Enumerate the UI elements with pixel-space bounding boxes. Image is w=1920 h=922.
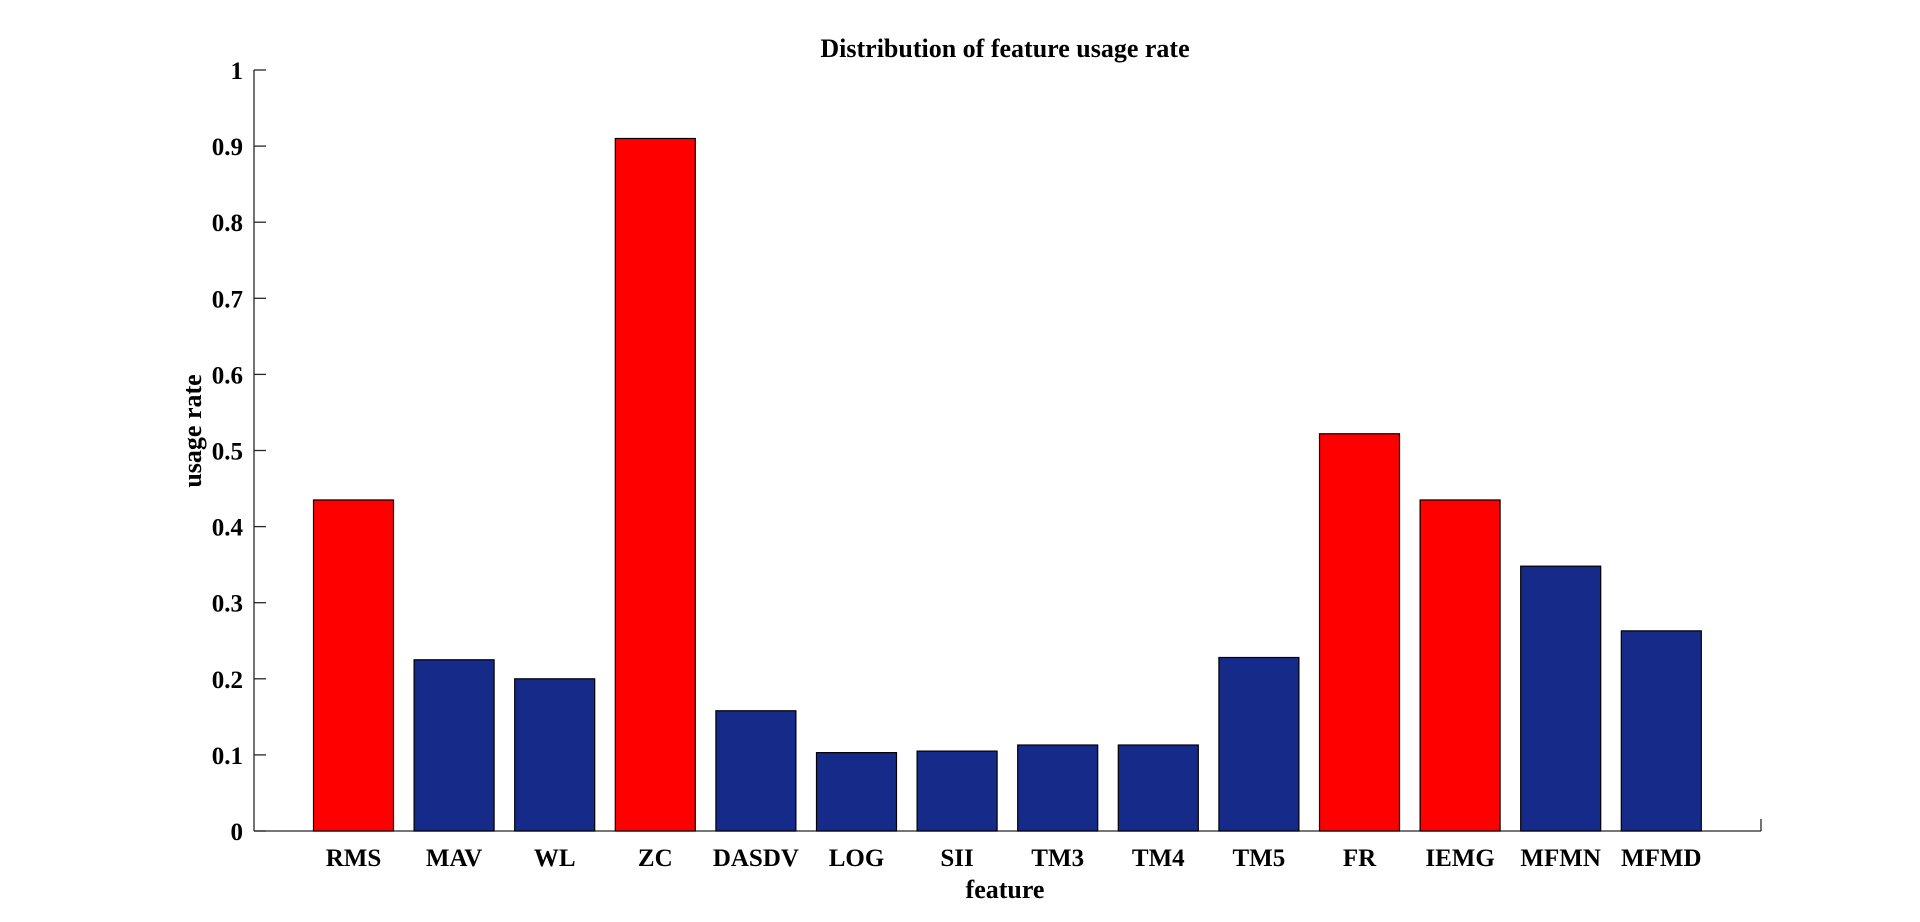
y-tick-labels: 0 0.1 0.2 0.3 0.4 0.5 0.6 0.7 0.8 0.9 1 <box>212 58 244 846</box>
x-tick-label-mfmd: MFMD <box>1621 845 1702 872</box>
bar-mfmn <box>1520 565 1602 832</box>
y-tick-label: 0.8 <box>212 210 243 237</box>
x-tick-label-tm5: TM5 <box>1233 845 1286 872</box>
axes <box>253 69 1762 832</box>
x-tick-label-sii: SII <box>940 845 973 872</box>
x-tick-label-tm3: TM3 <box>1031 845 1084 872</box>
x-tick-label-dasdv: DASDV <box>713 845 799 872</box>
x-tick-label-iemg: IEMG <box>1425 845 1494 872</box>
bar-zc <box>614 137 696 832</box>
x-tick-label-wl: WL <box>534 845 576 872</box>
y-tick-label: 0.7 <box>212 286 243 313</box>
y-axis-label: usage rate <box>178 374 207 487</box>
bar-wl <box>514 678 596 832</box>
bar-tm5 <box>1218 656 1300 832</box>
x-tick-label-zc: ZC <box>638 845 673 872</box>
y-tick-label: 0.1 <box>212 743 243 770</box>
bar-log <box>815 752 898 832</box>
x-tick-label-rms: RMS <box>326 845 382 872</box>
y-tick-label: 0.3 <box>212 591 243 618</box>
x-tick-label-tm4: TM4 <box>1132 845 1185 872</box>
bars <box>312 137 1702 832</box>
y-tick-label: 0.2 <box>212 667 243 694</box>
x-tick-label-mfmn: MFMN <box>1520 845 1601 872</box>
chart-title: Distribution of feature usage rate <box>820 34 1189 63</box>
y-tick-label: 0.5 <box>212 439 243 466</box>
y-tick-label: 0.6 <box>212 362 243 389</box>
bar-mfmd <box>1620 630 1702 832</box>
x-tick-label-mav: MAV <box>426 845 482 872</box>
x-axis-label: feature <box>966 875 1045 904</box>
x-tick-labels: RMS MAV WL ZC DASDV LOG SII TM3 TM4 TM5 FR IEMG MFMN… <box>326 845 1702 872</box>
y-tick-label: 0 <box>231 819 244 846</box>
y-tick-label: 0.4 <box>212 515 244 542</box>
x-tick-label-fr: FR <box>1343 845 1377 872</box>
bar-dasdv <box>715 710 797 832</box>
y-tick-label: 1 <box>231 58 244 85</box>
bar-tm4 <box>1117 744 1199 832</box>
x-tick-label-log: LOG <box>829 845 885 872</box>
bar-rms <box>312 499 395 832</box>
bar-fr <box>1318 433 1401 832</box>
bar-mav <box>413 659 495 832</box>
bar-sii <box>916 750 998 832</box>
bar-iemg <box>1419 499 1501 832</box>
bar-tm3 <box>1017 744 1099 832</box>
y-tick-label: 0.9 <box>212 134 243 161</box>
